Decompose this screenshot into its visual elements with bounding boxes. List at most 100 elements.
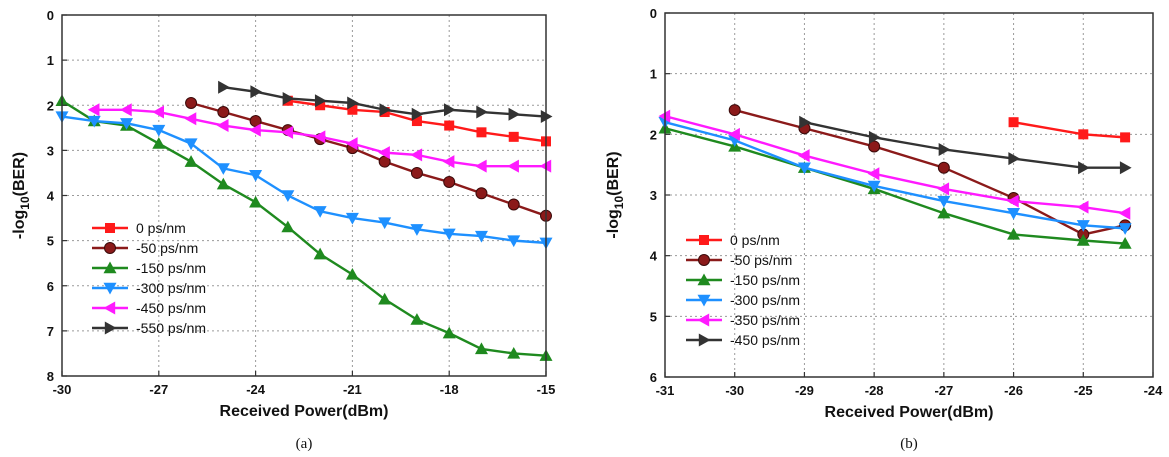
data-point [868, 130, 881, 144]
data-point [507, 159, 519, 173]
y-tick-label: 5 [650, 309, 657, 324]
data-point [937, 161, 950, 174]
y-axis-title-tail: (BER) [11, 152, 28, 196]
data-point [217, 106, 230, 119]
data-point [474, 159, 487, 173]
legend-item: -450 ps/nm [686, 332, 800, 348]
data-point [379, 103, 392, 117]
data-point [507, 198, 520, 211]
data-point [475, 187, 488, 200]
y-axis-title-base: -log [11, 210, 28, 239]
data-point [1118, 206, 1131, 220]
legend-marker [699, 235, 709, 245]
data-point [442, 155, 455, 169]
y-axis-title-subscript: 10 [18, 196, 32, 210]
data-point [184, 138, 198, 151]
data-point [378, 292, 392, 305]
x-tick-label: -30 [725, 383, 744, 398]
legend-marker [697, 294, 711, 307]
data-point [1078, 161, 1090, 175]
data-point [347, 104, 358, 115]
y-tick-label: 7 [47, 324, 54, 339]
y-tick-label: 3 [650, 188, 657, 203]
data-point [87, 103, 100, 117]
data-point [152, 137, 166, 149]
legend-item: -550 ps/nm [92, 320, 206, 336]
legend-marker [698, 254, 710, 266]
y-tick-label: 1 [650, 67, 657, 82]
legend-marker [103, 282, 117, 295]
series-line [664, 127, 1126, 245]
data-point [411, 116, 422, 127]
chart-panel-a: -30 -27 -24 -21 -18 -15 0 1 2 3 4 5 6 7 8 Received Powe… [11, 8, 555, 452]
data-point [120, 118, 134, 130]
data-point [345, 137, 358, 151]
y-tick-label: 6 [650, 370, 657, 385]
data-point [1007, 194, 1019, 208]
y-tick-label: 2 [47, 98, 54, 113]
series-line [61, 99, 547, 357]
legend-label: -150 ps/nm [730, 272, 800, 288]
legend-label: -450 ps/nm [730, 332, 800, 348]
data-point [1118, 223, 1132, 235]
y-axis-title-tail: (BER) [605, 151, 622, 195]
legend-item: -150 ps/nm [92, 260, 206, 276]
series-line [664, 114, 1126, 215]
data-point [797, 162, 811, 175]
y-axis-title: -log10(BER) [605, 151, 626, 238]
legend-marker [697, 313, 710, 327]
series-line [664, 121, 1126, 230]
legend-marker [103, 301, 116, 315]
legend-marker [104, 242, 116, 254]
data-point [87, 115, 101, 128]
data-point [216, 119, 229, 133]
legend: 0 ps/nm -50 ps/nm -150 ps/nm -300 ps/nm -450… [92, 220, 206, 336]
data-point [249, 123, 261, 137]
data-point [799, 115, 811, 129]
legend-marker [698, 333, 711, 347]
data-point [474, 230, 488, 243]
series-450-ps-nm [799, 115, 1132, 175]
series-300-ps-nm [55, 111, 553, 250]
data-point [507, 235, 521, 248]
data-point [728, 127, 740, 141]
data-point [282, 91, 295, 105]
legend-label: -50 ps/nm [136, 240, 198, 256]
data-point [1007, 208, 1021, 220]
legend-item: 0 ps/nm [92, 220, 186, 236]
data-point [410, 148, 423, 162]
data-point [508, 107, 521, 121]
legend-marker [103, 261, 117, 274]
data-point [281, 125, 294, 139]
data-point [345, 267, 359, 280]
data-point [474, 342, 488, 355]
chart-panel-b: -31 -30 -29 -28 -27 -26 -25 -24 0 1 2 3 4 5 6 Received … [605, 6, 1163, 452]
y-tick-label: 4 [650, 249, 658, 264]
data-point [728, 104, 741, 117]
data-point [442, 326, 456, 339]
data-point [937, 182, 950, 196]
legend-item: -150 ps/nm [686, 272, 800, 288]
y-tick-label: 0 [47, 8, 54, 23]
series-550-ps-nm [218, 80, 553, 124]
legend-item: 0 ps/nm [686, 232, 780, 248]
data-point [281, 190, 295, 202]
data-point [378, 146, 390, 160]
legend-label: -450 ps/nm [136, 300, 206, 316]
y-axis-title-subscript: 10 [612, 196, 626, 210]
legend-label: -150 ps/nm [136, 260, 206, 276]
series-450-ps-nm [87, 103, 552, 173]
data-point [281, 220, 295, 233]
data-point [1119, 161, 1132, 175]
x-tick-label: -27 [149, 382, 168, 397]
data-point [347, 96, 359, 110]
y-tick-label: 3 [47, 143, 54, 158]
series-line [61, 115, 547, 245]
data-point [184, 155, 198, 167]
data-point [1120, 132, 1131, 143]
legend-label: -350 ps/nm [730, 312, 800, 328]
x-tick-label: -29 [795, 383, 814, 398]
y-tick-label: 8 [47, 369, 54, 384]
legend-item: -300 ps/nm [92, 280, 206, 296]
legend-item: -450 ps/nm [92, 300, 206, 316]
